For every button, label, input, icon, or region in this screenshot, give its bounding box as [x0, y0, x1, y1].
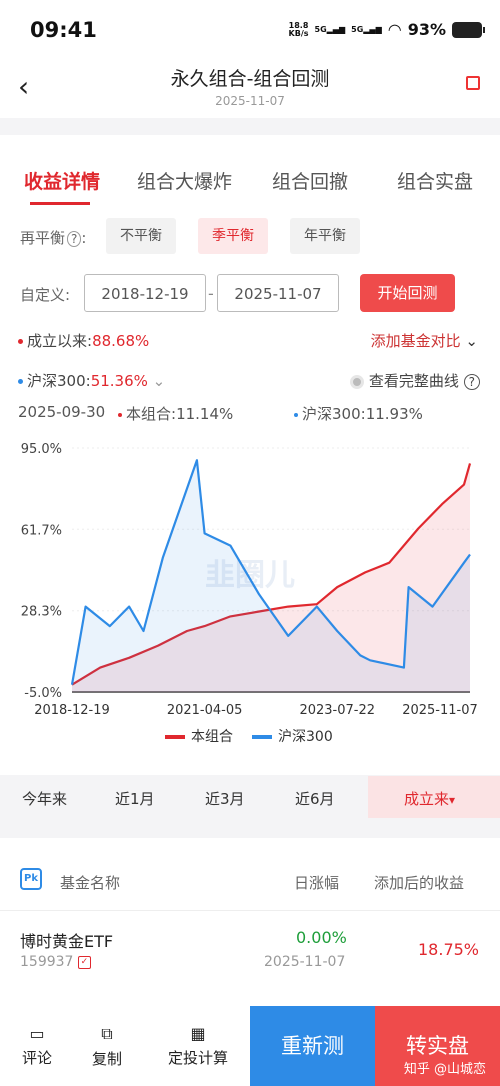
- battery-percent: 93%: [407, 20, 446, 39]
- tooltip-portfolio: 本组合:11.14%: [118, 403, 233, 424]
- help-icon: ?: [463, 374, 480, 390]
- chevron-down-icon: ⌄: [152, 372, 166, 390]
- x-tick-label: 2025-11-07: [402, 703, 478, 718]
- share-icon[interactable]: [466, 76, 480, 90]
- custom-label: 自定义:: [20, 286, 71, 304]
- signal-icon-2: 5G▂▄▆: [351, 25, 382, 34]
- rebalance-quarterly[interactable]: 季平衡: [198, 218, 268, 254]
- clock: 09:41: [30, 18, 97, 42]
- series-area: [72, 463, 470, 692]
- tooltip-date: 2025-09-30: [18, 403, 106, 421]
- radio-icon: [350, 374, 365, 389]
- tab-explosion[interactable]: 组合大爆炸: [137, 171, 233, 193]
- period-active-bg: [368, 776, 500, 818]
- full-curve-toggle[interactable]: 查看完整曲线 ?: [350, 370, 480, 391]
- tab-returns[interactable]: 收益详情: [24, 171, 101, 193]
- x-tick-label: 2023-07-22: [299, 703, 375, 718]
- return-chart[interactable]: 95.0% 61.7% 28.3% -5.0% 2018-12-19 2021-04-05…: [0, 430, 500, 730]
- fund-table: [0, 838, 500, 1006]
- header-return-after: 添加后的收益: [374, 874, 465, 892]
- period-1m[interactable]: 近1月: [115, 790, 155, 808]
- start-date-input[interactable]: 2018-12-19: [84, 274, 206, 312]
- comment-icon: ▭: [29, 1024, 45, 1043]
- x-tick-label: 2021-04-05: [167, 703, 243, 718]
- y-tick-label: 61.7%: [21, 523, 62, 538]
- series-line-portfolio: [71, 463, 472, 686]
- period-ytd[interactable]: 今年来: [22, 790, 68, 808]
- legend-benchmark: 沪深300: [252, 726, 333, 746]
- divider: [0, 910, 500, 911]
- series-area: [72, 460, 470, 692]
- date-dash: -: [208, 284, 214, 303]
- chart-watermark: 韭圈儿: [205, 558, 295, 593]
- watermark-text: 知乎 @山城恋: [403, 1062, 486, 1077]
- x-tick-label: 2018-12-19: [34, 703, 110, 718]
- nav-bar: ‹ 永久组合-组合回测 2025-11-07: [0, 62, 500, 118]
- rebalance-yearly[interactable]: 年平衡: [290, 218, 360, 254]
- tab-live[interactable]: 组合实盘: [397, 171, 474, 193]
- checkbox-icon: ✓: [77, 955, 91, 969]
- fund-return: 18.75%: [418, 940, 480, 959]
- copy-icon: ⧉: [101, 1024, 113, 1043]
- tab-drawdown[interactable]: 组合回撤: [272, 171, 349, 193]
- back-icon[interactable]: ‹: [18, 70, 30, 103]
- triangle-down-icon: ▾: [449, 793, 456, 807]
- page-date: 2025-11-07: [215, 94, 285, 108]
- series-line-benchmark: [70, 459, 471, 685]
- fund-name[interactable]: 博时黄金ETF: [20, 932, 114, 951]
- legend-portfolio: 本组合: [165, 726, 233, 746]
- battery-icon: [452, 21, 485, 38]
- help-icon: ?: [67, 231, 82, 247]
- period-3m[interactable]: 近3月: [205, 790, 245, 808]
- fund-date: 2025-11-07: [264, 954, 346, 970]
- wifi-icon: ◠: [387, 20, 402, 39]
- end-date-input[interactable]: 2025-11-07: [217, 274, 339, 312]
- go-live-button[interactable]: 转实盘: [375, 1006, 500, 1086]
- y-tick-label: 95.0%: [21, 442, 62, 457]
- header-daily-change: 日涨幅: [294, 874, 340, 892]
- header-fund-name: 基金名称: [60, 874, 121, 892]
- rebalance-none[interactable]: 不平衡: [106, 218, 176, 254]
- comment-button[interactable]: ▭ 评论: [2, 1024, 72, 1068]
- net-speed: 18.8 KB/s: [288, 20, 309, 38]
- sip-calc-button[interactable]: ▦ 定投计算: [160, 1024, 236, 1068]
- fund-daily-change: 0.00%: [296, 928, 347, 947]
- pk-icon[interactable]: Pk: [20, 868, 42, 890]
- rebalance-label: 再平衡?:: [20, 229, 87, 247]
- period-6m[interactable]: 近6月: [295, 790, 335, 808]
- copy-button[interactable]: ⧉ 复制: [72, 1024, 142, 1069]
- page-title: 永久组合-组合回测: [170, 68, 330, 90]
- tab-indicator: [30, 202, 90, 205]
- fund-code: 159937 ✓: [20, 954, 91, 970]
- status-bar: 09:41 18.8 KB/s 5G▂▄▆ 5G▂▄▆ ◠ 93%: [0, 0, 500, 62]
- since-inception: 成立以来:88.68%: [18, 330, 149, 351]
- retest-button[interactable]: 重新测: [250, 1006, 375, 1086]
- chevron-down-icon: ⌄: [465, 332, 478, 350]
- start-backtest-button[interactable]: 开始回测: [360, 274, 455, 312]
- add-fund-compare[interactable]: 添加基金对比 ⌄: [370, 332, 478, 350]
- period-since-inception[interactable]: 成立来▾: [404, 790, 456, 808]
- signal-icon: 5G▂▄▆: [314, 25, 346, 34]
- benchmark-selector[interactable]: 沪深300:51.36% ⌄: [18, 370, 165, 391]
- status-icons: 18.8 KB/s 5G▂▄▆ 5G▂▄▆ ◠ 93%: [288, 20, 485, 39]
- y-tick-label: -5.0%: [24, 686, 62, 701]
- y-tick-label: 28.3%: [21, 605, 62, 620]
- calendar-icon: ▦: [190, 1024, 206, 1043]
- tooltip-benchmark: 沪深300:11.93%: [294, 403, 423, 424]
